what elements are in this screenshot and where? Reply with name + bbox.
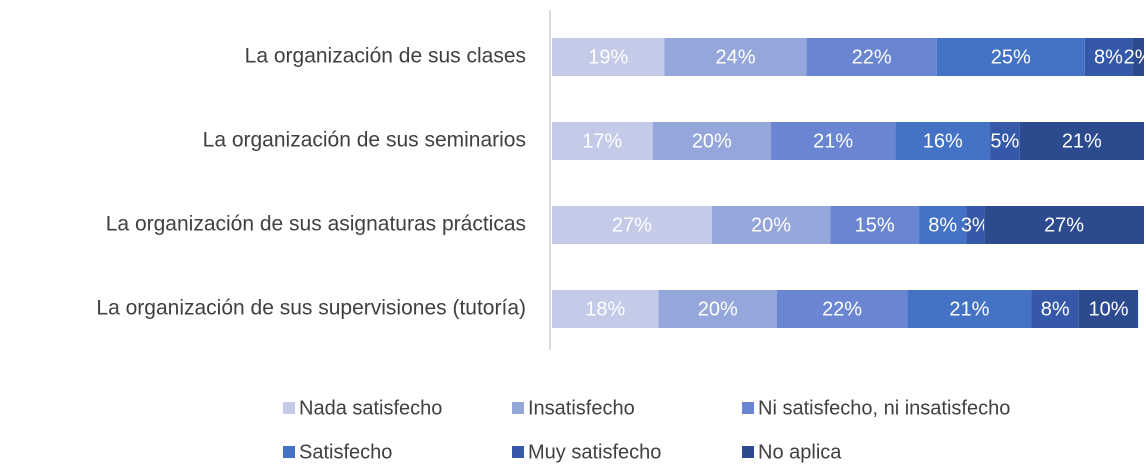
legend-swatch — [742, 402, 754, 414]
value-label: 20% — [692, 130, 732, 152]
value-label: 24% — [716, 46, 756, 68]
value-label: 22% — [822, 298, 862, 320]
bar-segment — [552, 38, 665, 76]
bar-segment — [664, 38, 807, 76]
legend-label: Muy satisfecho — [528, 441, 661, 463]
legend-label: Insatisfecho — [528, 397, 635, 419]
value-label: 8% — [1041, 298, 1070, 320]
bar-segment — [990, 122, 1020, 160]
bar-segment — [919, 206, 967, 244]
bar-segment — [830, 206, 920, 244]
legend-swatch — [742, 446, 754, 458]
value-label: 27% — [1044, 214, 1084, 236]
bar-segment — [966, 206, 985, 244]
value-label: 8% — [1094, 46, 1123, 68]
value-label: 8% — [928, 214, 957, 236]
legend-label: Nada satisfecho — [299, 397, 442, 419]
legend-swatch — [512, 402, 524, 414]
bar-segment — [936, 38, 1085, 76]
value-label: 21% — [813, 130, 853, 152]
value-label: 21% — [1062, 130, 1102, 152]
bar-segment — [552, 290, 659, 328]
bar-segment — [1019, 122, 1144, 160]
value-label: 15% — [855, 214, 895, 236]
legend-label: Satisfecho — [299, 441, 392, 463]
value-label: 17% — [582, 130, 622, 152]
bar-segment — [652, 122, 772, 160]
bar-segment — [806, 38, 937, 76]
category-label: La organización de sus clases — [245, 45, 526, 68]
bar-segment — [1031, 290, 1079, 328]
bar-segment — [895, 122, 991, 160]
legend-label: No aplica — [758, 441, 842, 463]
category-label: La organización de sus seminarios — [203, 129, 526, 152]
bar-segment — [1132, 38, 1144, 76]
category-label: La organización de sus asignaturas práct… — [106, 213, 526, 236]
legend-label: Ni satisfecho, ni insatisfecho — [758, 397, 1010, 419]
value-label: 25% — [991, 46, 1031, 68]
value-label: 3% — [961, 214, 990, 236]
bar-segment — [907, 290, 1032, 328]
bar-segment — [552, 122, 653, 160]
legend-swatch — [512, 446, 524, 458]
value-label: 2% — [1124, 46, 1146, 68]
value-label: 22% — [852, 46, 892, 68]
value-label: 18% — [585, 298, 625, 320]
bar-segment — [771, 122, 896, 160]
bar-segment — [552, 206, 712, 244]
bar-segment — [658, 290, 777, 328]
bar-segment — [1078, 290, 1139, 328]
bar-segment — [776, 290, 908, 328]
legend-swatch — [283, 402, 295, 414]
value-label: 16% — [923, 130, 963, 152]
value-label: 27% — [612, 214, 652, 236]
value-label: 19% — [588, 46, 628, 68]
value-label: 5% — [990, 130, 1019, 152]
value-label: 10% — [1088, 298, 1128, 320]
legend-swatch — [283, 446, 295, 458]
value-label: 21% — [949, 298, 989, 320]
value-label: 20% — [698, 298, 738, 320]
bar-segment — [711, 206, 831, 244]
value-label: 20% — [751, 214, 791, 236]
category-label: La organización de sus supervisiones (tu… — [96, 297, 526, 320]
bar-segment — [984, 206, 1144, 244]
bar-segment — [1084, 38, 1133, 76]
